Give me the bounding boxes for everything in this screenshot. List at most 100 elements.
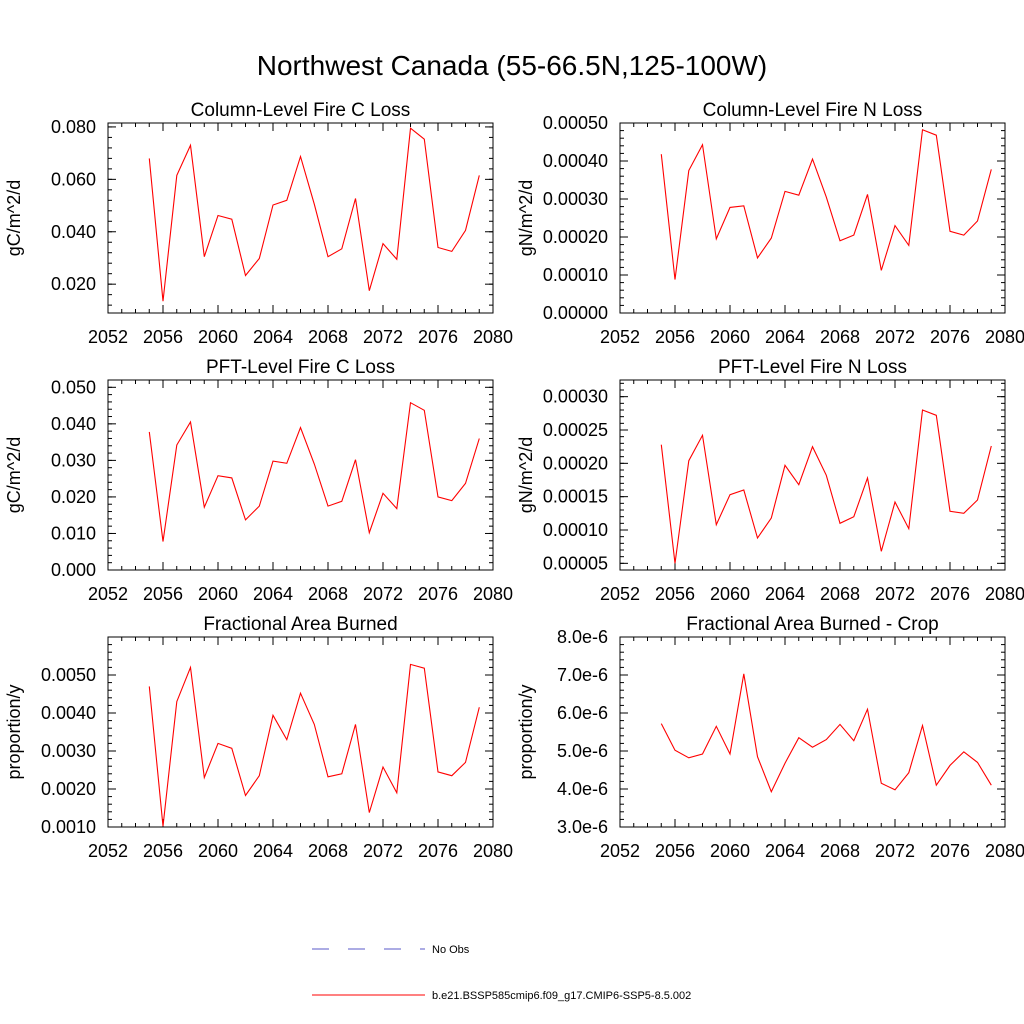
y-tick-label: 0.050: [51, 377, 96, 397]
x-tick-label: 2080: [473, 327, 513, 347]
x-tick-label: 2064: [253, 584, 293, 604]
x-tick-label: 2064: [253, 841, 293, 861]
x-tick-label: 2076: [418, 841, 458, 861]
x-tick-label: 2076: [930, 327, 970, 347]
y-tick-label: 3.0e-6: [557, 817, 608, 837]
x-tick-label: 2052: [88, 584, 128, 604]
panel-title: Column-Level Fire C Loss: [191, 100, 411, 121]
y-tick-label: 6.0e-6: [557, 703, 608, 723]
y-tick-label: 0.060: [51, 169, 96, 189]
y-tick-label: 0.010: [51, 523, 96, 543]
x-tick-label: 2052: [600, 327, 640, 347]
x-tick-label: 2060: [710, 841, 750, 861]
x-tick-label: 2076: [930, 841, 970, 861]
panels-group: Column-Level Fire C Loss gC/m^2/d 2052 2056…: [4, 100, 1024, 861]
panel-title: PFT-Level Fire C Loss: [206, 357, 395, 378]
x-tick-label: 2056: [655, 584, 695, 604]
y-tick-label: 0.00050: [543, 113, 608, 133]
x-tick-label: 2060: [710, 327, 750, 347]
panel-title: Fractional Area Burned - Crop: [686, 614, 938, 635]
y-tick-label: 0.00010: [543, 520, 608, 540]
legend-label-model: b.e21.BSSP585cmip6.f09_g17.CMIP6-SSP5-8.…: [432, 990, 691, 1002]
x-tick-label: 2064: [765, 841, 805, 861]
x-tick-label: 2068: [308, 584, 348, 604]
y-tick-label: 0.00040: [543, 151, 608, 171]
legend: No Obs b.e21.BSSP585cmip6.f09_g17.CMIP6-…: [312, 944, 691, 1002]
x-tick-label: 2060: [198, 584, 238, 604]
x-tick-label: 2056: [143, 327, 183, 347]
x-tick-label: 2080: [473, 841, 513, 861]
y-tick-label: 0.0040: [41, 703, 96, 723]
x-tick-label: 2068: [308, 327, 348, 347]
x-tick-label: 2072: [875, 327, 915, 347]
y-tick-label: 0.00000: [543, 303, 608, 323]
x-tick-label: 2060: [710, 584, 750, 604]
y-tick-label: 0.030: [51, 450, 96, 470]
x-tick-label: 2068: [820, 327, 860, 347]
x-tick-label: 2056: [143, 841, 183, 861]
y-tick-label: 0.00025: [543, 420, 608, 440]
series-line: [660, 409, 992, 564]
series-line: [148, 401, 480, 542]
series-line: [148, 127, 480, 302]
y-tick-label: 0.020: [51, 487, 96, 507]
y-axis-label: proportion/y: [516, 684, 536, 779]
x-tick-label: 2056: [655, 327, 695, 347]
y-tick-label: 0.0050: [41, 665, 96, 685]
y-tick-label: 0.00005: [543, 553, 608, 573]
x-tick-label: 2072: [363, 584, 403, 604]
panel-title: Fractional Area Burned: [203, 614, 397, 635]
y-tick-label: 4.0e-6: [557, 779, 608, 799]
y-tick-label: 0.000: [51, 560, 96, 580]
x-tick-label: 2052: [600, 841, 640, 861]
x-tick-label: 2052: [88, 327, 128, 347]
y-tick-label: 5.0e-6: [557, 741, 608, 761]
y-tick-label: 0.00020: [543, 227, 608, 247]
panel-0: Column-Level Fire C Loss gC/m^2/d 2052 2056…: [4, 100, 513, 347]
panel-2: PFT-Level Fire C Loss gC/m^2/d 2052 2056 206…: [4, 357, 513, 604]
legend-label-no-obs: No Obs: [432, 944, 470, 956]
y-tick-label: 0.00030: [543, 189, 608, 209]
x-tick-label: 2064: [765, 327, 805, 347]
x-tick-label: 2060: [198, 327, 238, 347]
y-axis-label: gN/m^2/d: [516, 437, 536, 513]
x-tick-label: 2060: [198, 841, 238, 861]
x-tick-label: 2052: [600, 584, 640, 604]
x-tick-label: 2076: [418, 584, 458, 604]
x-tick-label: 2080: [985, 841, 1024, 861]
y-tick-label: 0.00010: [543, 265, 608, 285]
panel-4: Fractional Area Burned proportion/y 2052 20…: [4, 614, 513, 861]
y-tick-label: 8.0e-6: [557, 627, 608, 647]
x-tick-label: 2072: [875, 584, 915, 604]
y-axis-label: gN/m^2/d: [516, 180, 536, 256]
y-tick-label: 0.020: [51, 274, 96, 294]
panel-title: PFT-Level Fire N Loss: [718, 357, 907, 378]
x-tick-label: 2064: [253, 327, 293, 347]
x-tick-label: 2072: [363, 327, 403, 347]
series-line: [660, 129, 992, 280]
y-axis-label: proportion/y: [4, 684, 24, 779]
x-tick-label: 2068: [820, 584, 860, 604]
x-tick-label: 2052: [88, 841, 128, 861]
y-tick-label: 0.040: [51, 222, 96, 242]
panel-5: Fractional Area Burned - Crop proportion/…: [516, 614, 1024, 861]
x-tick-label: 2076: [930, 584, 970, 604]
series-line: [148, 663, 480, 827]
y-tick-label: 0.080: [51, 117, 96, 137]
y-axis-label: gC/m^2/d: [4, 180, 24, 256]
y-axis-label: gC/m^2/d: [4, 437, 24, 513]
y-tick-label: 0.00020: [543, 453, 608, 473]
y-tick-label: 0.00030: [543, 387, 608, 407]
y-tick-label: 0.040: [51, 414, 96, 434]
x-tick-label: 2064: [765, 584, 805, 604]
figure-title: Northwest Canada (55-66.5N,125-100W): [257, 50, 767, 81]
x-tick-label: 2068: [820, 841, 860, 861]
x-tick-label: 2068: [308, 841, 348, 861]
y-tick-label: 7.0e-6: [557, 665, 608, 685]
y-tick-label: 0.0030: [41, 741, 96, 761]
x-tick-label: 2080: [985, 327, 1024, 347]
y-tick-label: 0.0010: [41, 817, 96, 837]
x-tick-label: 2056: [143, 584, 183, 604]
